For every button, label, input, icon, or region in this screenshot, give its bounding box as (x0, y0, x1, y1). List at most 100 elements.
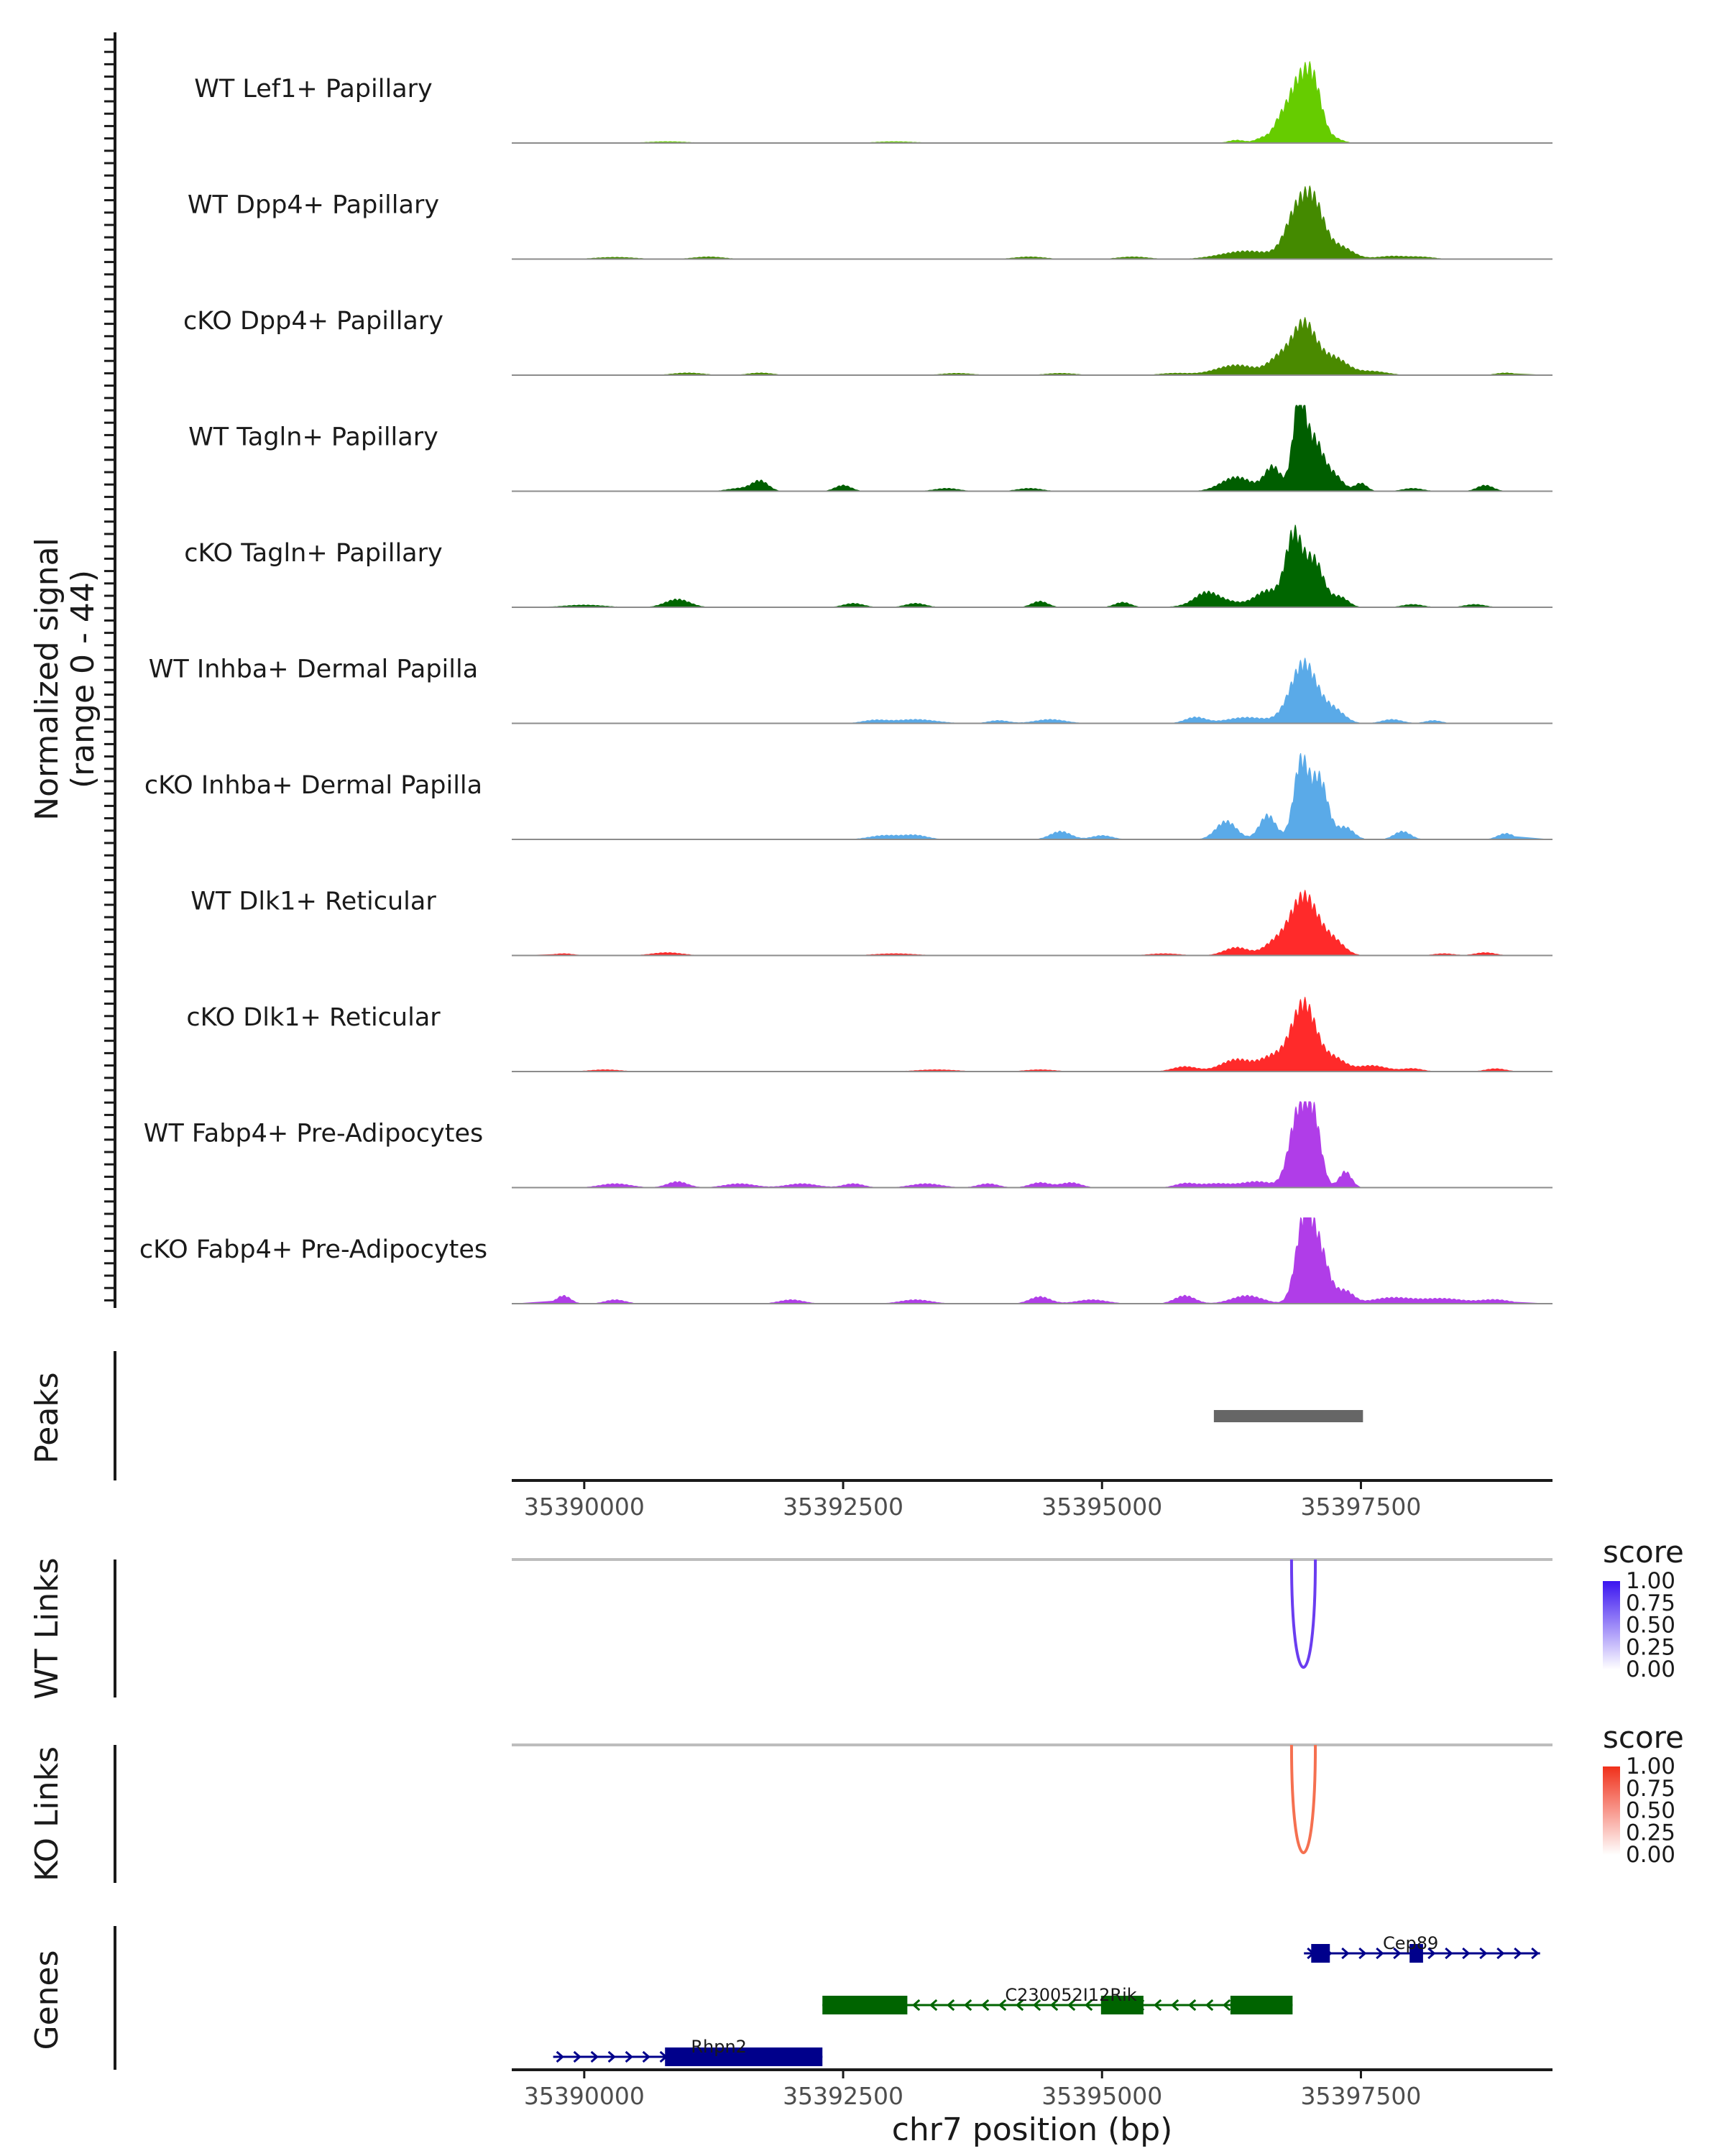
gene-exon (1311, 1944, 1330, 1963)
coverage-track-wt-dpp4-papillary: WT Dpp4+ Papillary (188, 185, 1552, 260)
track-label: cKO Inhba+ Dermal Papilla (144, 771, 482, 800)
x-tick-label: 35395000 (1041, 2082, 1162, 2110)
coverage-ylabel-line1: Normalized signal (29, 538, 65, 821)
strand-arrow (911, 1999, 921, 2012)
peaks-x-ticks: 35390000 35392500 35395000 35397500 (524, 1480, 1421, 1521)
coverage-track-cko-dpp4-papillary: cKO Dpp4+ Papillary (183, 307, 1552, 376)
strand-arrow (1496, 1947, 1505, 1960)
peaks-track (1213, 1410, 1363, 1422)
strand-arrow (1032, 1999, 1041, 2012)
strand-arrow (625, 2050, 633, 2063)
track-label: cKO Fabp4+ Pre-Adipocytes (139, 1235, 487, 1264)
strand-arrow (1015, 1999, 1024, 2012)
gene-rhpn2: Rhpn2 (553, 2037, 823, 2066)
peak-region (1213, 1410, 1363, 1422)
strand-arrow (998, 1999, 1007, 2012)
strand-arrow (1358, 1947, 1367, 1960)
coverage-track-cko-tagln-papillary: cKO Tagln+ Papillary (184, 524, 1552, 608)
legend-colorbar (1603, 1581, 1620, 1669)
gene-track: Cep89 C230052I12Rik Rhpn2 (553, 1933, 1540, 2066)
gene-exon (1100, 1996, 1144, 2014)
gene-name-label: C230052I12Rik (1005, 1985, 1136, 2005)
x-tick-label: 35392500 (783, 2082, 903, 2110)
gene-name-label: Cep89 (1383, 1933, 1438, 1953)
strand-arrow (1049, 1999, 1059, 2012)
strand-arrow (1427, 1947, 1436, 1960)
x-tick-label: 35390000 (524, 1493, 645, 1521)
strand-arrow (556, 2050, 564, 2063)
links-label: WT Links (29, 1557, 65, 1699)
strand-arrow (1531, 1947, 1540, 1960)
link-arc (1289, 1559, 1317, 1669)
legend-tick-label: 0.75 (1626, 1776, 1675, 1802)
strand-arrow (1341, 1947, 1350, 1960)
track-label: WT Fabp4+ Pre-Adipocytes (144, 1120, 483, 1148)
genes-x-ticks: 35390000 35392500 35395000 35397500 (524, 2070, 1421, 2110)
strand-arrow (1393, 1947, 1402, 1960)
gene-name-label: Rhpn2 (691, 2037, 747, 2057)
strand-arrow (1479, 1947, 1488, 1960)
legend-tick-label: 0.25 (1626, 1820, 1675, 1846)
coverage-area (512, 524, 1552, 607)
gene-exon (665, 2047, 823, 2066)
coverage-area (512, 405, 1552, 492)
peaks-label: Peaks (29, 1372, 65, 1463)
coverage-track-wt-tagln-papillary: WT Tagln+ Papillary (188, 405, 1552, 492)
coverage-area (512, 996, 1552, 1072)
strand-arrow (1514, 1947, 1522, 1960)
strand-arrow (1067, 1999, 1076, 2012)
gene-exon (1230, 1996, 1293, 2014)
strand-arrow (1187, 1999, 1197, 2012)
legend-colorbar (1603, 1766, 1620, 1855)
legend-tick-label: 0.00 (1626, 1657, 1675, 1682)
coverage-track-cko-fabp4-pre-adipocytes: cKO Fabp4+ Pre-Adipocytes (139, 1217, 1552, 1304)
coverage-area (512, 658, 1552, 724)
legend-tick-label: 1.00 (1626, 1568, 1675, 1594)
coverage-track-wt-inhba-dermal-papilla: WT Inhba+ Dermal Papilla (149, 655, 1552, 724)
track-label: cKO Dpp4+ Papillary (183, 307, 443, 336)
strand-arrow (980, 1999, 990, 2012)
strand-arrow (929, 1999, 938, 2012)
x-tick-label: 35390000 (524, 2082, 645, 2110)
strand-arrow (642, 2050, 650, 2063)
coverage-y-ticks (104, 38, 115, 1302)
track-label: cKO Dlk1+ Reticular (186, 1003, 441, 1032)
strand-arrow (946, 1999, 955, 2012)
legend-tick-label: 1.00 (1626, 1754, 1675, 1779)
gene-exon (1409, 1944, 1423, 1963)
x-tick-label: 35397500 (1300, 1493, 1421, 1521)
coverage-area (512, 60, 1552, 143)
coverage-area (512, 1217, 1552, 1304)
coverage-track-cko-dlk1-reticular: cKO Dlk1+ Reticular (186, 996, 1552, 1072)
coverage-tracks: WT Lef1+ Papillary WT Dpp4+ Papillary cKO … (139, 60, 1552, 1304)
coverage-area (512, 317, 1552, 375)
link-arc (1289, 1744, 1317, 1854)
coverage-track-wt-lef1-papillary: WT Lef1+ Papillary (194, 60, 1552, 144)
coverage-area (512, 890, 1552, 956)
genes-label: Genes (29, 1950, 65, 2050)
coverage-area (512, 185, 1552, 259)
strand-arrow (607, 2050, 616, 2063)
gene-cep89: Cep89 (1304, 1933, 1540, 1963)
strand-arrow (1445, 1947, 1453, 1960)
x-axis-title: chr7 position (bp) (892, 2111, 1173, 2148)
strand-arrow (1222, 1999, 1231, 2012)
gene-c230052i12rik: C230052I12Rik (822, 1985, 1293, 2014)
x-tick-label: 35395000 (1041, 1493, 1162, 1521)
coverage-ylabel-line2: (range 0 - 44) (65, 570, 101, 788)
legend-tick-label: 0.00 (1626, 1842, 1675, 1868)
strand-arrow (590, 2050, 599, 2063)
track-label: WT Dlk1+ Reticular (190, 888, 436, 916)
track-label: WT Tagln+ Papillary (188, 423, 438, 452)
x-tick-label: 35397500 (1300, 2082, 1421, 2110)
gene-exon (822, 1996, 908, 2014)
coverage-track-cko-inhba-dermal-papilla: cKO Inhba+ Dermal Papilla (144, 753, 1552, 840)
strand-arrow (1462, 1947, 1471, 1960)
coverage-area (512, 1101, 1552, 1188)
strand-arrow (1084, 1999, 1093, 2012)
legend-title: score (1603, 1720, 1684, 1755)
coverage-track-wt-fabp4-pre-adipocytes: WT Fabp4+ Pre-Adipocytes (144, 1101, 1552, 1189)
x-tick-label: 35392500 (783, 1493, 903, 1521)
